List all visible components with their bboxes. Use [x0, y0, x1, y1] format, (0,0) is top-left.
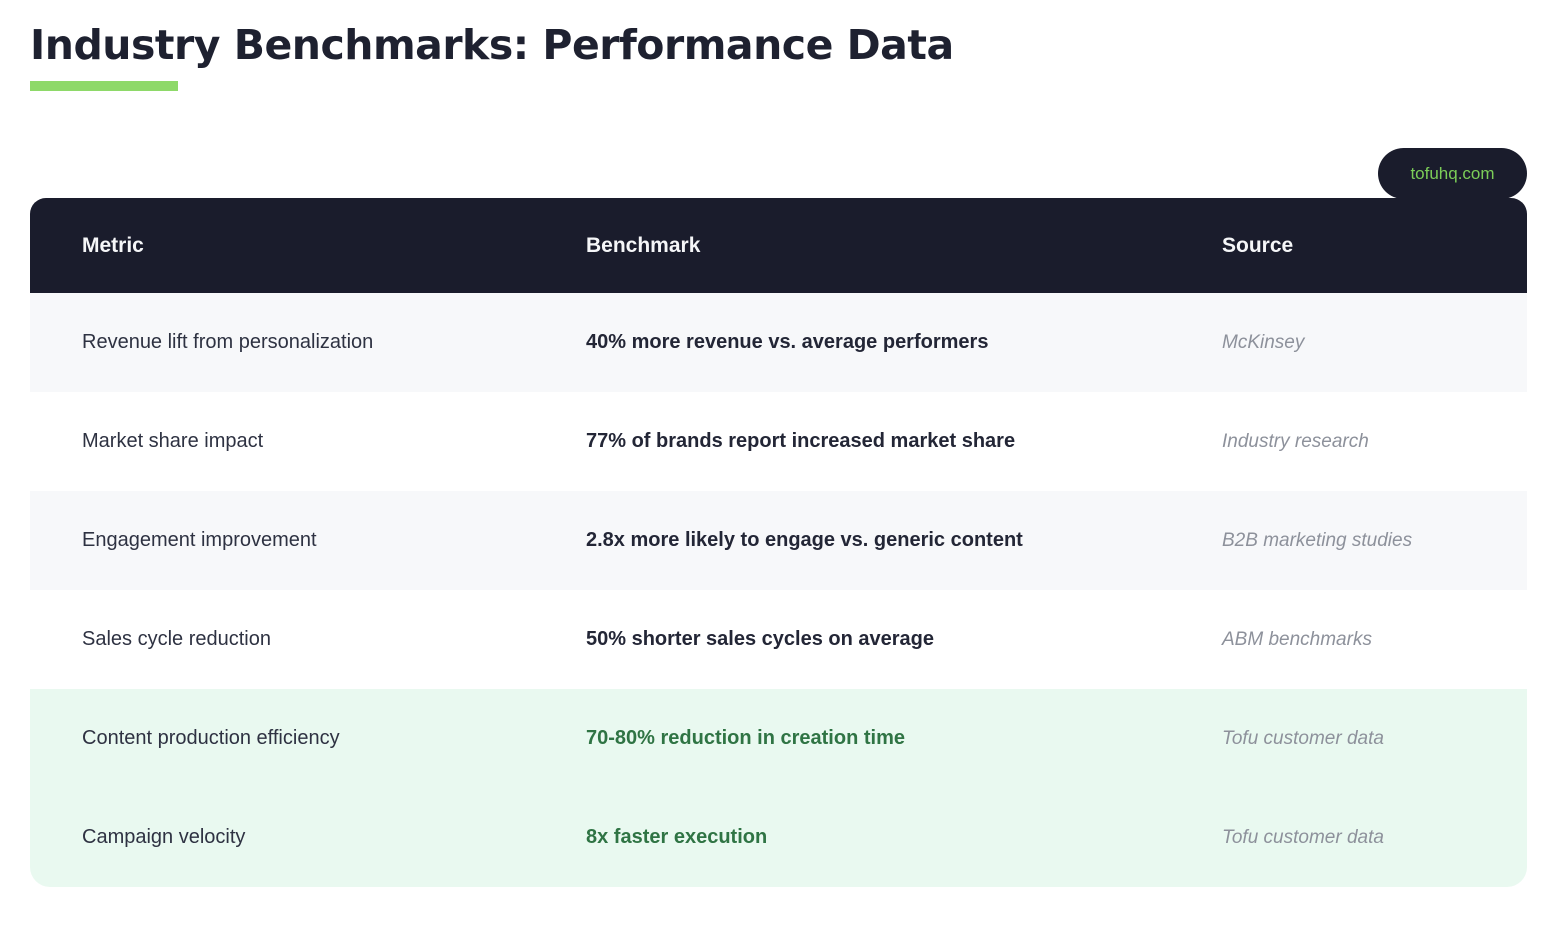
source-cell: Tofu customer data — [1222, 727, 1384, 749]
source-cell: Tofu customer data — [1222, 826, 1384, 848]
table-header-row: Metric Benchmark Source — [30, 198, 1527, 293]
page-title: Industry Benchmarks: Performance Data — [30, 21, 954, 69]
table-row: Content production efficiency 70-80% red… — [30, 689, 1527, 788]
source-cell: ABM benchmarks — [1222, 628, 1372, 650]
benchmark-cell: 2.8x more likely to engage vs. generic c… — [586, 529, 1023, 551]
metric-cell: Revenue lift from personalization — [82, 331, 374, 353]
site-badge-label: tofuhq.com — [1410, 163, 1495, 183]
source-cell: McKinsey — [1222, 331, 1305, 353]
metric-cell: Market share impact — [82, 430, 264, 452]
column-header-source: Source — [1222, 233, 1294, 257]
benchmark-cell: 40% more revenue vs. average performers — [586, 331, 989, 353]
metric-cell: Sales cycle reduction — [82, 628, 271, 650]
benchmark-cell: 8x faster execution — [586, 826, 768, 848]
benchmarks-table: Metric Benchmark Source Revenue lift fro… — [30, 198, 1527, 887]
title-accent-underline — [30, 81, 178, 91]
source-cell: B2B marketing studies — [1222, 529, 1413, 551]
table-row: Market share impact 77% of brands report… — [30, 392, 1527, 491]
column-header-benchmark: Benchmark — [586, 233, 701, 257]
benchmark-cell: 77% of brands report increased market sh… — [586, 430, 1016, 452]
site-badge: tofuhq.com — [1378, 148, 1527, 199]
metric-cell: Campaign velocity — [82, 826, 246, 848]
column-header-metric: Metric — [82, 233, 144, 257]
metric-cell: Engagement improvement — [82, 529, 317, 551]
metric-cell: Content production efficiency — [82, 727, 340, 749]
table-row: Sales cycle reduction 50% shorter sales … — [30, 590, 1527, 689]
source-cell: Industry research — [1222, 430, 1369, 452]
benchmark-cell: 50% shorter sales cycles on average — [586, 628, 934, 650]
table-row: Campaign velocity 8x faster execution To… — [30, 788, 1527, 887]
benchmark-cell: 70-80% reduction in creation time — [586, 727, 905, 749]
table-row: Revenue lift from personalization 40% mo… — [30, 293, 1527, 392]
page-canvas: Industry Benchmarks: Performance Data to… — [0, 20, 1564, 942]
table-row: Engagement improvement 2.8x more likely … — [30, 491, 1527, 590]
